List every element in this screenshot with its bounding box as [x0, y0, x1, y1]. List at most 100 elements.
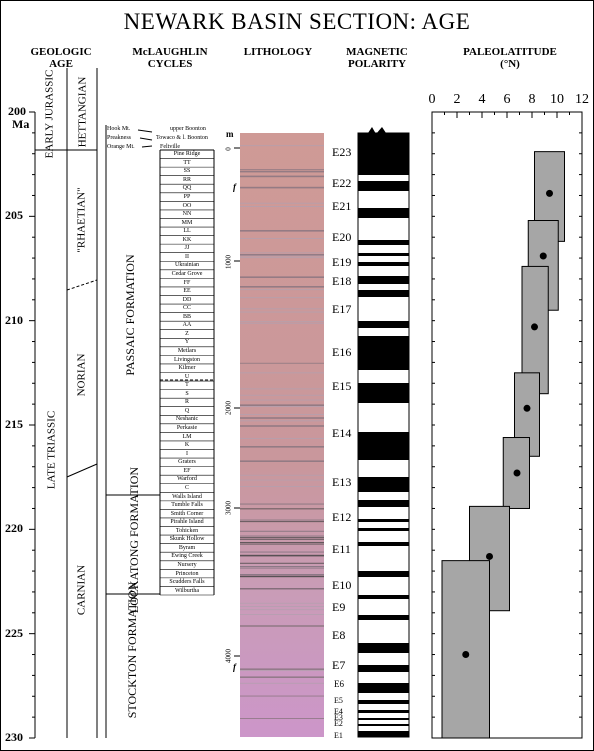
cycle-label: Z — [185, 330, 189, 337]
lithology-band — [240, 254, 324, 256]
cycle-label: Tumble Falls — [171, 502, 203, 509]
cycle-label: Skunk Hollow — [169, 536, 205, 543]
lithology-band — [240, 543, 324, 545]
paleolatitude-point-R — [523, 404, 531, 412]
lithology-band — [240, 446, 324, 448]
lithology-bands — [240, 145, 324, 719]
age-axis-ticks — [29, 111, 35, 739]
lithology-band — [240, 257, 324, 259]
chron-label: E16 — [332, 345, 352, 359]
lithology-band — [240, 276, 324, 278]
age-tick-label: 225 — [5, 625, 23, 640]
polarity-band-normal — [358, 724, 409, 726]
cycle-label: Q — [184, 407, 190, 414]
paleolatitude-points — [462, 189, 553, 659]
lithology-band — [240, 542, 324, 543]
polarity-band-normal — [358, 383, 409, 403]
cycle-label: Perkasie — [176, 425, 198, 432]
lithology-band — [240, 588, 324, 590]
cycle-label: Neshanic — [175, 416, 199, 423]
cycle-label: TT — [183, 159, 191, 166]
cycle-label: Scudders Falls — [169, 579, 205, 586]
cycle-label: Ukrainian — [175, 262, 199, 269]
polarity-band-normal — [358, 571, 409, 577]
polarity-band-normal — [358, 700, 409, 704]
cycle-label: Walls Island — [172, 493, 202, 500]
unit-towaco-boonton: Towaco & l. Boonton — [156, 135, 208, 141]
chron-label: E18 — [332, 274, 352, 288]
cycle-label: Wilburtha — [174, 587, 200, 594]
cycle-label: Metlars — [177, 348, 197, 355]
unit-hook-mt: Hook Mt. — [107, 126, 131, 132]
lithology-band — [240, 230, 324, 232]
age-tick-label: 210 — [5, 312, 23, 327]
cycle-label: I — [186, 450, 188, 457]
paleolatitude-point-N — [486, 552, 493, 560]
chron-label: E5 — [334, 696, 343, 705]
chron-label: E12 — [332, 510, 352, 524]
lithology-band — [240, 404, 324, 406]
header-geologic-age: GEOLOGIC AGE — [30, 46, 92, 70]
polarity-band-normal — [358, 665, 409, 672]
cycle-label: Ewing Creek — [171, 553, 203, 560]
lithology-band — [240, 322, 324, 324]
lithology-band — [240, 425, 324, 427]
paleolatitude-tick-label: 6 — [503, 92, 511, 107]
polarity-band-normal — [358, 519, 409, 522]
cycle-label: CC — [182, 305, 191, 312]
page-title: NEWARK BASIN SECTION: AGE — [123, 9, 471, 34]
cycle-label: Byram — [178, 544, 196, 551]
lithology-band — [240, 372, 324, 374]
lithology-band — [240, 530, 324, 532]
chron-label: E22 — [332, 176, 352, 190]
header-paleolatitude: PALEOLATITUDE (°N) — [463, 46, 557, 70]
cycle-label: OO — [182, 202, 192, 209]
lithology-band — [240, 538, 324, 540]
chron-label: E8 — [332, 628, 346, 642]
lithology-band — [240, 695, 324, 697]
lithology-band — [240, 362, 324, 364]
lithology-band — [240, 625, 324, 627]
cycle-label: Princeton — [175, 570, 199, 577]
cycle-label: MM — [181, 219, 193, 226]
header-mclaughlin-cycles: McLAUGHLIN CYCLES — [132, 46, 208, 70]
lithology-band — [240, 474, 324, 476]
lithology-band — [240, 537, 324, 539]
cycle-label: C — [184, 484, 189, 491]
cycle-label: JJ — [184, 245, 190, 252]
cycle-label: K — [184, 442, 190, 449]
lithology-band — [240, 609, 324, 611]
cycle-label: EF — [183, 467, 191, 474]
boundary-rhaetian-norian — [66, 279, 98, 291]
lithology-band — [240, 566, 324, 567]
lithology-band — [240, 289, 324, 291]
cycle-label: KK — [182, 236, 192, 243]
lithology-band — [240, 175, 324, 178]
polarity-band-normal — [358, 615, 409, 620]
cycle-label: SS — [183, 168, 191, 175]
chron-label: E4 — [334, 707, 343, 716]
polarity-band-normal — [358, 253, 409, 256]
lithology-band — [240, 676, 324, 678]
cycle-label: QQ — [182, 185, 192, 192]
lithology-band — [240, 169, 324, 171]
chron-label: E1 — [334, 731, 343, 740]
boundary-norian-carnian — [66, 463, 98, 478]
age-tick-label: 230 — [5, 730, 23, 744]
lithology-band — [240, 718, 324, 719]
lithology-band — [240, 503, 324, 505]
cycle-label: S — [185, 390, 189, 397]
cycle-label: Graters — [178, 459, 196, 466]
polarity-band-normal — [358, 731, 409, 737]
lithology-band — [240, 406, 324, 407]
lithology-band — [240, 308, 324, 310]
lithology-band — [240, 562, 324, 564]
lithology-band — [240, 206, 324, 207]
chron-label: E3 — [334, 713, 343, 722]
depth-axis-unit: m — [226, 129, 234, 139]
chron-label: E20 — [332, 230, 352, 244]
lithology-band — [240, 668, 324, 670]
chron-label: E13 — [332, 475, 352, 489]
cycle-label: Tohicken — [175, 527, 199, 534]
